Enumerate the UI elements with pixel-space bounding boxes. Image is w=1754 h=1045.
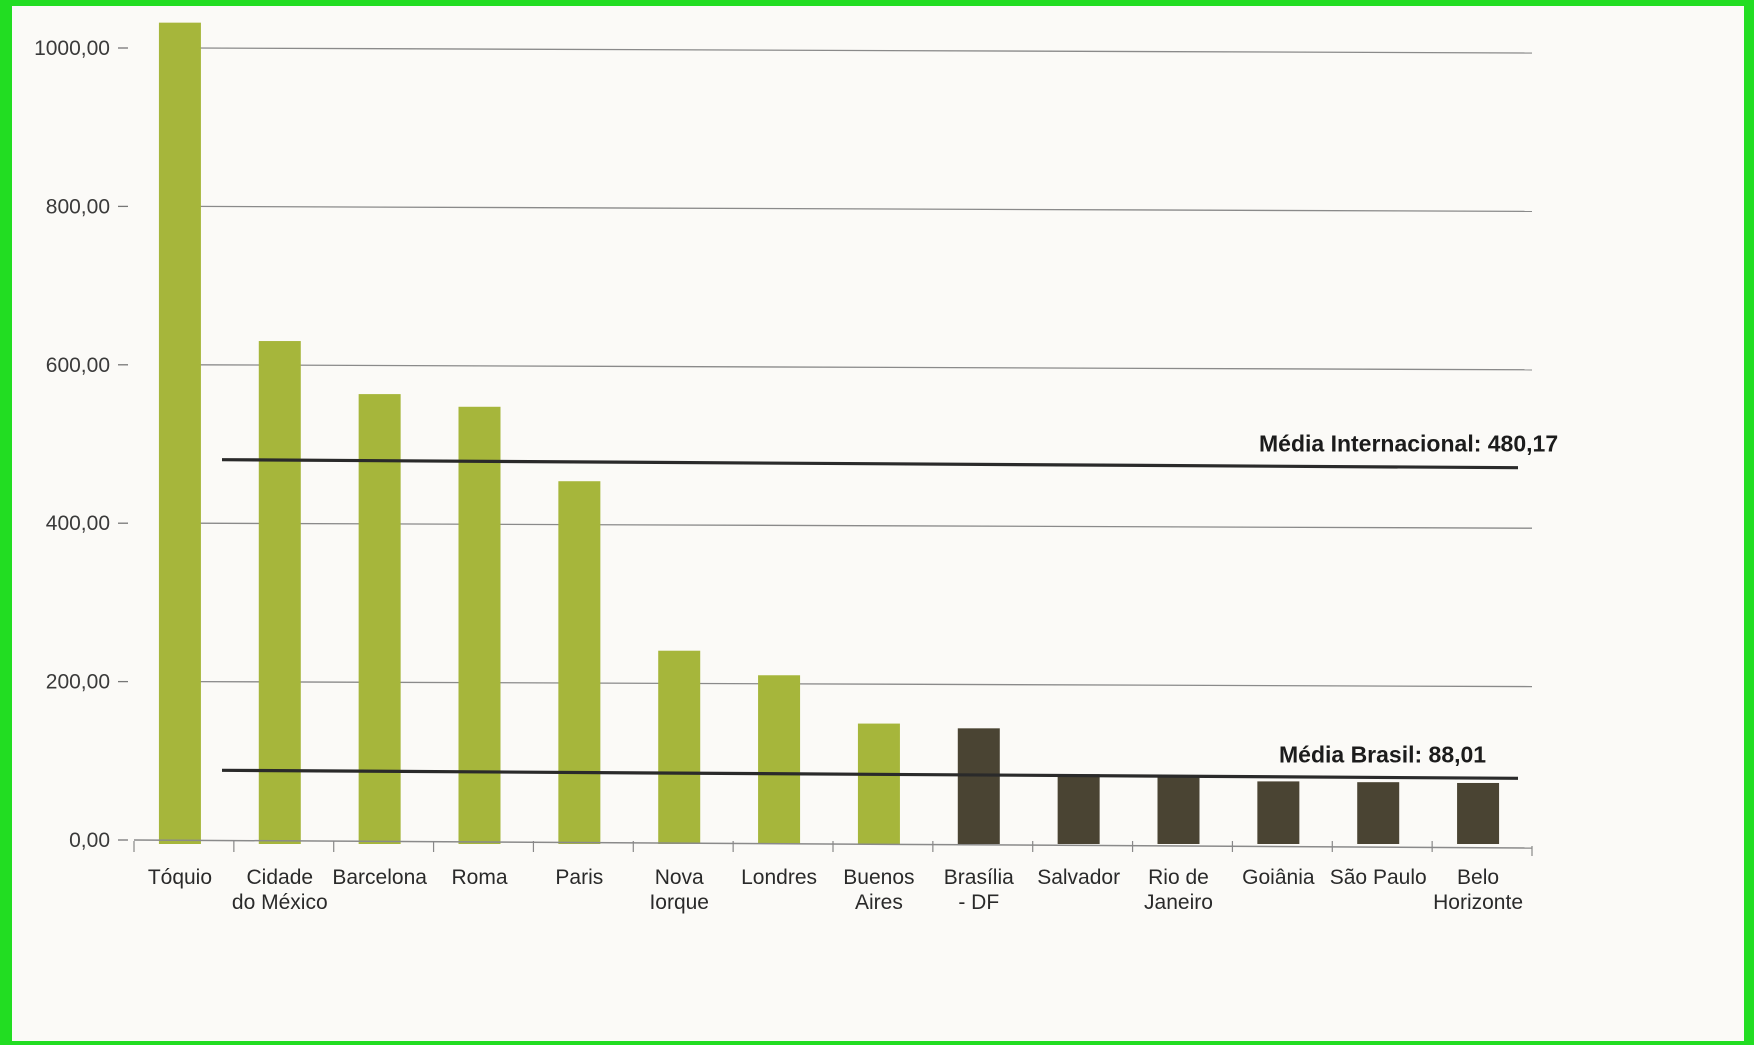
x-category-label: Rio de Janeiro: [1144, 866, 1213, 914]
bar-brazil: [1157, 775, 1200, 844]
gridline: [193, 47, 1533, 54]
bar-brazil: [1357, 782, 1400, 844]
x-category-label: Salvador: [1037, 866, 1120, 889]
reference-lines: Média Internacional: 480,17 Média Brasil:…: [221, 431, 1558, 780]
bar-brazil: [1257, 781, 1300, 844]
international-average-line: [221, 458, 1519, 470]
gridline: [193, 364, 1533, 371]
bar-international: [558, 481, 601, 844]
x-category-label: Brasília - DF: [944, 866, 1014, 914]
y-axis: 0,00 200,00 400,00 600,00 800,00 1000,00: [34, 37, 128, 852]
bar-international: [358, 394, 401, 844]
bar-international: [458, 406, 501, 844]
bar-brazil: [1057, 774, 1100, 844]
y-tick-label: 200,00: [46, 671, 110, 694]
brazil-average-label: Média Brasil: 88,01: [1279, 741, 1486, 767]
y-tick-label: 400,00: [46, 512, 110, 535]
x-category-label: Belo Horizonte: [1433, 866, 1523, 914]
x-category-label: Goiânia: [1242, 866, 1315, 889]
bar-international: [758, 675, 801, 844]
x-category-label: Barcelona: [332, 866, 427, 889]
bar-international: [158, 22, 201, 844]
x-category-label: Buenos Aires: [843, 866, 914, 914]
bar-brazil: [1457, 782, 1500, 844]
x-category-label: Londres: [741, 866, 817, 889]
x-category-label: São Paulo: [1330, 866, 1427, 889]
gridline: [193, 680, 1533, 688]
x-category-label: Roma: [451, 866, 507, 889]
bar-international: [857, 723, 900, 844]
brazil-average-line: [221, 768, 1519, 780]
x-category-label: Nova Iorque: [649, 866, 709, 914]
x-category-label: Cidade do México: [232, 866, 328, 914]
international-average-label: Média Internacional: 480,17: [1259, 431, 1558, 457]
y-tick-label: 1000,00: [34, 37, 110, 60]
gridline: [193, 522, 1533, 529]
x-category-label: Tóquio: [148, 866, 212, 889]
y-tick-label: 0,00: [69, 829, 110, 852]
bar-international: [258, 341, 301, 844]
gridlines: [193, 47, 1533, 688]
x-category-label: Paris: [555, 866, 603, 889]
bar-international: [658, 650, 701, 844]
bar-brazil: [957, 728, 1000, 844]
bar-chart: 0,00 200,00 400,00 600,00 800,00 1000,00 Médi…: [34, 22, 1558, 914]
y-tick-label: 800,00: [46, 195, 110, 218]
gridline: [193, 205, 1533, 213]
y-tick-label: 600,00: [46, 354, 110, 377]
